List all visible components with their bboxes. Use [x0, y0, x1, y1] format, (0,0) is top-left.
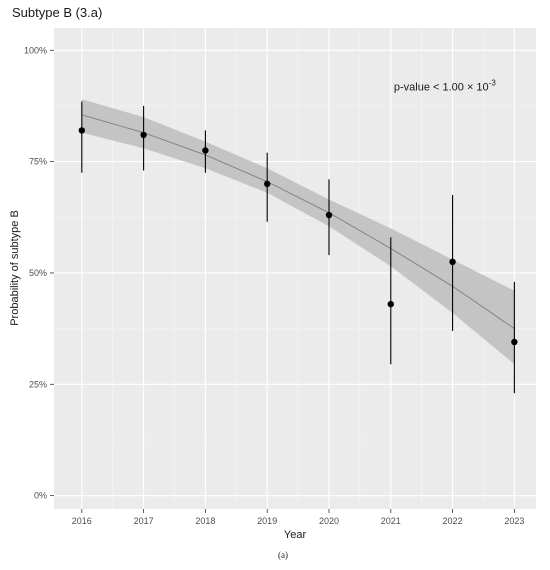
y-tick-label: 100%	[24, 45, 47, 55]
minor-gridlines	[54, 28, 536, 509]
p-value-annotation: p-value < 1.00 × 10-3	[394, 78, 496, 93]
axis-ticks	[50, 49, 515, 513]
plot-area	[54, 28, 536, 509]
y-axis-label: Probability of subtype B	[9, 210, 21, 326]
y-tick-label: 25%	[29, 379, 47, 389]
confidence-band	[81, 99, 515, 365]
data-point	[449, 258, 456, 266]
x-tick-label: 2023	[504, 516, 524, 526]
data-point	[140, 131, 147, 139]
y-tick-label: 50%	[29, 268, 47, 278]
data-point	[511, 338, 518, 346]
y-tick-label: 75%	[29, 157, 47, 167]
major-gridlines	[54, 28, 536, 509]
x-tick-label: 2018	[195, 516, 215, 526]
data-point	[78, 127, 86, 134]
x-tick-label: 2022	[443, 516, 463, 526]
figure-caption: (a)	[278, 550, 288, 560]
chart-title: Subtype B (3.a)	[12, 5, 102, 20]
data-point	[202, 147, 209, 154]
x-tick-label: 2019	[257, 516, 277, 526]
x-tick-label: 2016	[72, 516, 92, 526]
p-value-exponent: -3	[489, 78, 497, 87]
fit-line	[81, 114, 515, 329]
p-value-text: p-value < 1.00 × 10	[394, 81, 489, 93]
data-point	[325, 211, 333, 219]
data-point	[263, 180, 271, 188]
x-tick-labels: 2016 2017 2018 2019 2020 2021 2022 2023	[72, 516, 525, 526]
x-tick-label: 2021	[381, 516, 401, 526]
data-point	[387, 300, 394, 308]
x-axis-label: Year	[284, 529, 307, 541]
y-tick-labels: 0% 25% 50% 75% 100%	[24, 45, 47, 500]
y-tick-label: 0%	[34, 491, 47, 501]
x-tick-label: 2020	[319, 516, 339, 526]
x-tick-label: 2017	[134, 516, 154, 526]
fit-layer	[81, 99, 515, 365]
data-points	[78, 127, 518, 346]
